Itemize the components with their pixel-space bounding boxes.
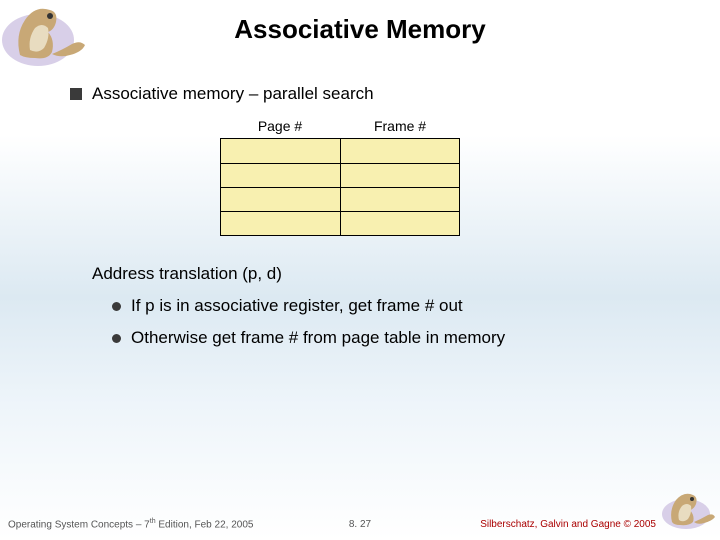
dinosaur-mascot-bottom — [660, 488, 716, 530]
slide-title: Associative Memory — [0, 14, 720, 45]
header-frame: Frame # — [340, 118, 460, 134]
tlb-cell — [221, 212, 340, 235]
tlb-cell — [340, 188, 459, 211]
tlb-cell — [340, 212, 459, 235]
tlb-cell — [221, 188, 340, 211]
tlb-cell — [221, 139, 340, 163]
tlb-cell — [221, 164, 340, 187]
tlb-cell — [340, 164, 459, 187]
sub-heading: Address translation (p, d) — [92, 264, 680, 284]
square-bullet-icon — [70, 88, 82, 100]
tlb-row — [221, 139, 459, 163]
sub-bullet-text: Otherwise get frame # from page table in… — [131, 328, 505, 348]
tlb-table-headers: Page # Frame # — [220, 118, 680, 134]
tlb-row — [221, 187, 459, 211]
sub-bullets-list: If p is in associative register, get fra… — [70, 296, 680, 348]
footer-left: Operating System Concepts – 7th Edition,… — [8, 518, 253, 530]
tlb-table-region: Page # Frame # — [220, 118, 680, 236]
bullet-main-text: Associative memory – parallel search — [92, 84, 374, 104]
sub-bullet: Otherwise get frame # from page table in… — [112, 328, 680, 348]
tlb-row — [221, 163, 459, 187]
round-bullet-icon — [112, 302, 121, 311]
sub-bullet-text: If p is in associative register, get fra… — [131, 296, 463, 316]
slide-content: Associative memory – parallel search Pag… — [70, 84, 680, 360]
footer-left-pre: Operating System Concepts – 7 — [8, 519, 150, 530]
footer-left-post: Edition, Feb 22, 2005 — [156, 519, 254, 530]
round-bullet-icon — [112, 334, 121, 343]
footer: Operating System Concepts – 7th Edition,… — [8, 518, 656, 530]
header-page: Page # — [220, 118, 340, 134]
tlb-row — [221, 211, 459, 235]
sub-bullet: If p is in associative register, get fra… — [112, 296, 680, 316]
tlb-cell — [340, 139, 459, 163]
tlb-table-body — [220, 138, 460, 236]
footer-right: Silberschatz, Galvin and Gagne © 2005 — [480, 519, 656, 530]
bullet-main: Associative memory – parallel search — [70, 84, 680, 104]
